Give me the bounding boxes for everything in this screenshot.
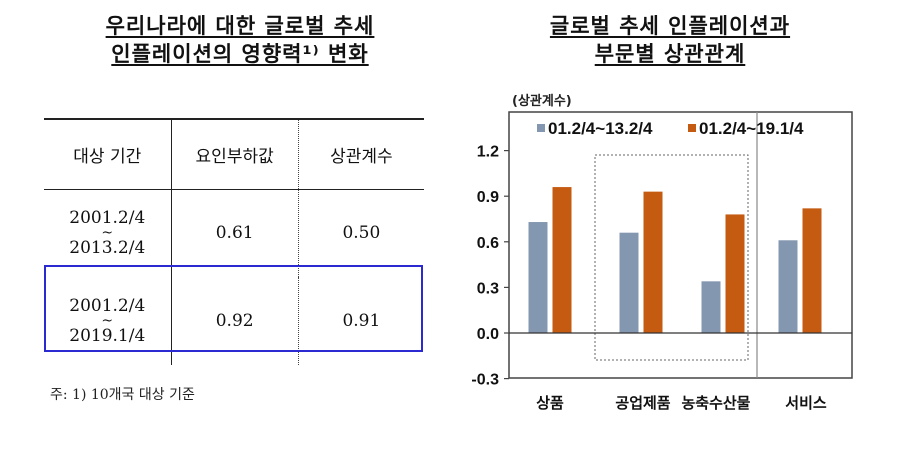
legend: 01.2/4~13.2/4 01.2/4~19.1/4 <box>537 119 804 138</box>
category-label: 상품 <box>536 394 564 412</box>
period-cell: 2001.2/4 ~ 2013.2/4 <box>44 189 172 277</box>
right-title-line1: 글로벌 추세 인플레이션과 <box>549 14 791 38</box>
legend-swatch <box>688 124 696 132</box>
y-tick-label: 0.3 <box>477 280 499 297</box>
period-separator: ~ <box>101 313 114 329</box>
factor-loading-cell: 0.61 <box>171 189 299 277</box>
y-tick-label: 0.9 <box>477 189 499 206</box>
period-end: 2013.2/4 <box>69 238 146 259</box>
dashed-group-box <box>594 154 749 361</box>
right-panel-title: 글로벌 추세 인플레이션과 부문별 상관관계 <box>470 12 870 68</box>
bar <box>643 191 663 333</box>
bar <box>802 208 822 333</box>
correlation-cell: 0.50 <box>342 223 381 244</box>
left-title-line1: 우리나라에 대한 글로벌 추세 <box>105 14 375 38</box>
table-header-row: 대상 기간 요인부하값 상관계수 <box>44 118 424 190</box>
left-title-line2: 인플레이션의 영향력¹⁾ 변화 <box>111 42 369 66</box>
bar <box>552 187 572 333</box>
y-tick-label: -0.3 <box>471 372 499 389</box>
bar <box>701 281 721 333</box>
table-row: 2001.2/4 ~ 2013.2/4 0.61 0.50 <box>44 189 424 277</box>
y-tick-label: 0.0 <box>477 326 499 343</box>
footnote: 주: 1) 10개국 대상 기준 <box>50 387 195 403</box>
header-correlation: 상관계수 <box>298 118 424 190</box>
right-title-line2: 부문별 상관관계 <box>594 42 746 66</box>
y-tick-label: 0.6 <box>477 235 499 252</box>
category-label: 서비스 <box>785 394 827 412</box>
period-start: 2001.2/4 <box>69 208 146 229</box>
legend-label: 01.2/4~19.1/4 <box>699 119 804 138</box>
header-period: 대상 기간 <box>44 118 172 190</box>
chart-frame <box>508 111 853 379</box>
category-label: 공업제품 <box>615 394 670 412</box>
header-factor-loading: 요인부하값 <box>171 118 299 190</box>
category-labels: 상품 공업제품 농축수산물 서비스 <box>536 394 827 412</box>
legend-label: 01.2/4~13.2/4 <box>548 119 653 138</box>
period-separator: ~ <box>101 225 114 242</box>
y-axis-unit-label: (상관계수) <box>512 94 572 109</box>
y-axis: 1.2 0.9 0.6 0.3 0.0 -0.3 <box>471 144 509 389</box>
category-label: 농축수산물 <box>681 394 750 412</box>
period-start: 2001.2/4 <box>69 296 146 316</box>
bar <box>725 214 745 333</box>
legend-swatch <box>537 124 545 132</box>
bar <box>778 240 798 333</box>
correlation-cell: 0.91 <box>342 311 381 331</box>
period-end: 2019.1/4 <box>69 326 146 346</box>
y-tick-label: 1.2 <box>477 144 499 161</box>
left-panel-title: 우리나라에 대한 글로벌 추세 인플레이션의 영향력¹⁾ 변화 <box>40 12 440 68</box>
bar <box>528 222 548 333</box>
influence-table: 대상 기간 요인부하값 상관계수 2001.2/4 ~ 2013.2/4 0.6… <box>44 118 424 365</box>
bars <box>528 187 822 333</box>
bar <box>619 232 639 333</box>
